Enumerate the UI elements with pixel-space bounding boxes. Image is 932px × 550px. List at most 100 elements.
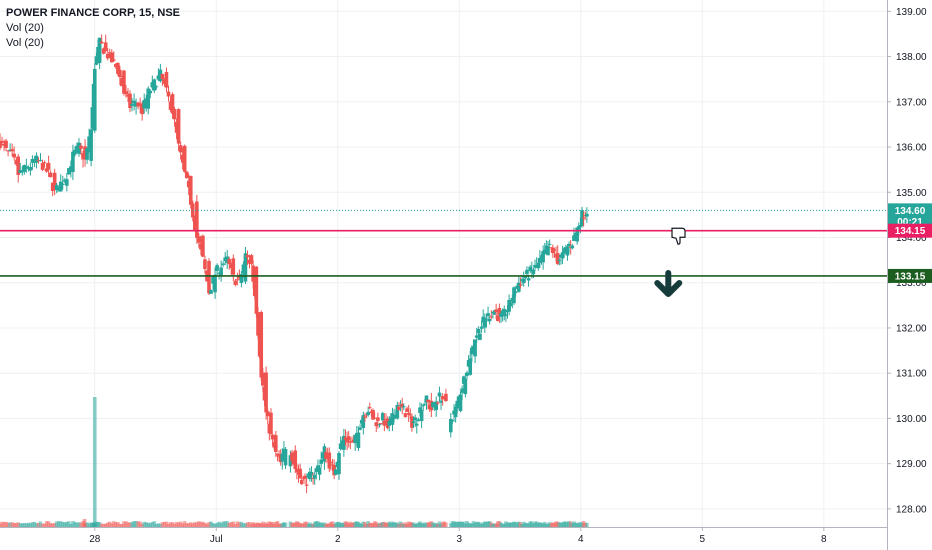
volume-bar [205,523,209,527]
candle [215,265,219,271]
volume-bar [63,522,67,527]
volume-bar [156,523,161,527]
volume-bar [190,523,195,527]
volume-bar [223,521,227,527]
volume-indicator-1[interactable]: Vol (20) [6,22,44,34]
volume-bar [166,523,171,527]
candle [406,412,411,415]
candle [2,144,6,146]
volume-bar [201,521,205,527]
candle [572,235,576,241]
candles [0,34,589,494]
candle [346,436,351,441]
candle [495,315,500,321]
candle [290,452,294,461]
candle [575,227,579,242]
y-tick-label: 129.00 [896,459,927,470]
volume-bar [124,521,128,527]
volume-bar [4,521,8,527]
candle [487,318,492,322]
volume-bar [101,523,106,527]
volume-bar [77,522,81,527]
x-tick-label: 4 [578,534,584,545]
candle [28,167,33,171]
candle [408,414,413,416]
candle [12,153,16,158]
candle [85,148,89,160]
chart-legend: POWER FINANCE CORP, 15, NSE Vol (20) Vol… [6,6,180,51]
candle [414,423,419,426]
volume-bar [211,523,215,527]
volume-bar [154,523,159,527]
candle [361,415,366,429]
candle [483,317,487,328]
candle [243,253,248,282]
candle [50,182,55,192]
candle [118,69,122,78]
candle [581,217,586,219]
symbol-title[interactable]: POWER FINANCE CORP, 15, NSE [6,7,180,19]
candle [465,372,469,376]
volume-bar [44,521,49,527]
candle [567,243,571,247]
volume-bar [146,522,151,527]
y-tick-label: 137.00 [896,97,927,108]
candle [274,435,278,452]
volume-bar [73,521,77,527]
candle [225,256,230,263]
candle [382,420,387,426]
volume-bar [193,522,197,527]
candle [358,427,362,430]
candle [283,448,288,466]
candle [502,309,507,317]
volume-bar [241,523,246,527]
volume-bar [122,521,126,527]
candle [275,453,280,456]
volume-bar [6,522,10,527]
volume-bar [67,521,71,527]
volume-bar [225,521,230,527]
candle [416,419,421,422]
candle [46,162,51,170]
candle [538,258,542,263]
candle [211,275,215,284]
candle [92,68,97,131]
candle [142,100,146,109]
volume-bar [219,523,223,527]
volume-bar [26,522,31,527]
volume-bar [283,522,288,527]
candle [380,413,385,421]
volume-bar [18,523,23,527]
volume-bar [60,521,65,527]
volume-bar [213,523,217,527]
candle [136,102,140,107]
candle [526,278,531,281]
volume-bar [231,521,236,527]
candle [444,393,448,401]
candle [426,399,430,403]
candle [138,103,142,106]
candle [140,103,144,115]
candle [188,175,193,205]
volume-bar [40,523,45,527]
candle [241,264,246,274]
x-tick-label: 5 [700,534,706,545]
volume-bar [0,521,4,527]
candle [264,372,268,413]
candle [227,259,232,264]
candle [203,259,207,270]
volume-indicator-2[interactable]: Vol (20) [6,37,44,49]
volume-bar [130,522,134,527]
candle [26,167,31,169]
candle [308,471,312,480]
volume-bar [52,523,57,527]
volume-bar [585,522,589,527]
candle [484,319,489,321]
volume-bar [178,521,183,527]
volume-bar [48,523,53,527]
candle [195,201,199,238]
candle [525,269,529,275]
volume-bar [140,523,144,527]
volume-bar [54,521,59,527]
